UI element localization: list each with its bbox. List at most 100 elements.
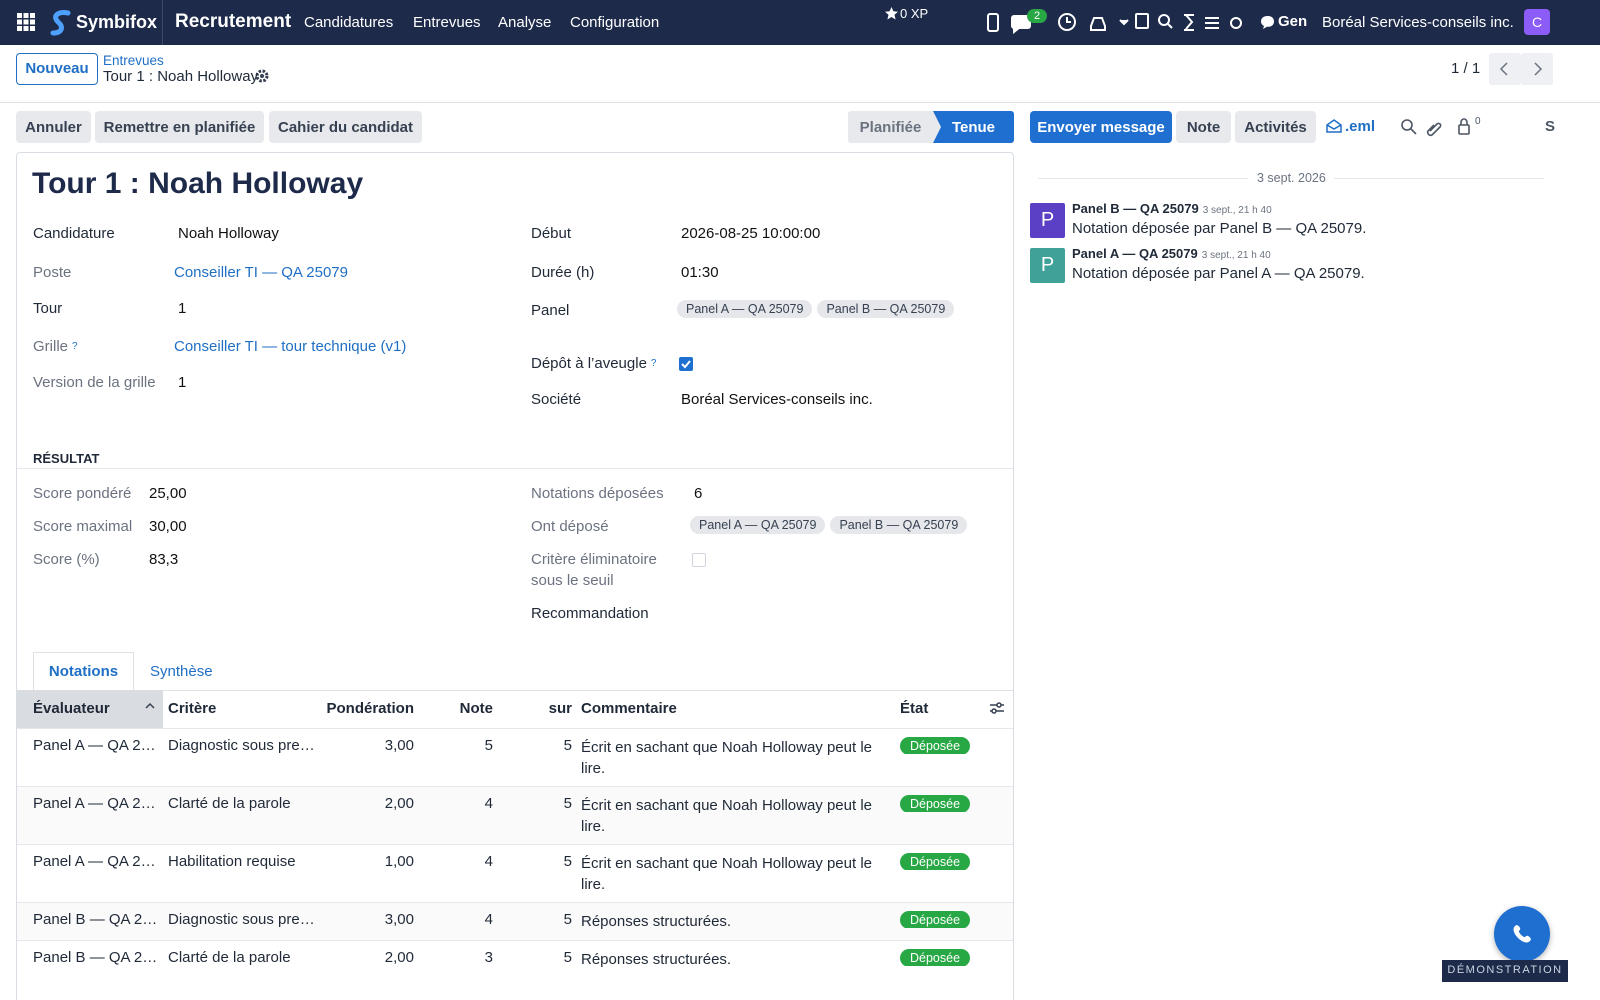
table-cell: 1,00 [384, 853, 414, 870]
table-row[interactable] [17, 786, 1013, 844]
table-cell: 3 [484, 949, 493, 966]
chatter-button[interactable]: Note [1176, 111, 1231, 143]
column-header[interactable]: Évaluateur [33, 700, 110, 717]
checkbox [692, 553, 706, 567]
app-name[interactable]: Recrutement [175, 11, 292, 32]
avatar[interactable]: C [1524, 9, 1550, 35]
menu-item[interactable]: Candidatures [304, 14, 394, 31]
table-row[interactable] [17, 728, 1013, 786]
table-row[interactable] [17, 940, 1013, 978]
navbar: Symbifox Recrutement Candidatures Entrevues… [0, 0, 1600, 45]
mail-icon [1326, 119, 1342, 133]
tab[interactable]: Synthèse [150, 663, 213, 680]
action-button[interactable]: Annuler [16, 111, 91, 143]
tab-line [17, 690, 1013, 691]
table-cell: 5 [563, 853, 572, 870]
table-cell: Panel B — QA 25079 [33, 949, 163, 966]
apps-icon[interactable] [17, 13, 35, 31]
column-header[interactable]: sur [548, 700, 572, 717]
field-value: 83,3 [149, 551, 179, 568]
chatter-button[interactable]: Envoyer message [1030, 111, 1172, 143]
column-settings[interactable] [989, 701, 1005, 720]
field-label: Tour [33, 298, 173, 319]
field-label-text: Poste [33, 264, 72, 281]
new-button[interactable]: Nouveau [16, 53, 98, 85]
tag: Panel B — QA 25079 [830, 516, 968, 534]
field-value[interactable]: Conseiller TI — QA 25079 [174, 264, 348, 281]
menu-item[interactable]: Entrevues [413, 14, 481, 31]
message-author: Panel B — QA 25079 [1072, 201, 1199, 216]
field-label: Candidature [33, 223, 173, 244]
message-time: 3 sept., 21 h 40 [1202, 205, 1272, 216]
action-button[interactable]: Remettre en planifiée [95, 111, 264, 143]
company[interactable]: Boréal Services-conseils inc. [1322, 14, 1514, 31]
tag-list: Panel A — QA 25079 Panel B — QA 25079 [677, 300, 959, 318]
status-cell: Déposée [900, 911, 971, 928]
chatter-button[interactable]: Activités [1235, 111, 1316, 143]
action-button[interactable]: Cahier du candidat [269, 111, 422, 143]
field-label: Score maximal [33, 516, 173, 537]
field-label: Durée (h) [531, 262, 671, 283]
field-value: 1 [178, 374, 187, 391]
table-cell: 5 [484, 737, 493, 754]
status-badge: Déposée [900, 853, 971, 870]
status-badge: Déposée [900, 949, 971, 966]
message-body: Notation déposée par Panel B — QA 25079. [1072, 220, 1367, 237]
table-row[interactable] [17, 844, 1013, 902]
field-label: Version de la grille [33, 372, 173, 393]
chat-badge: 2 [1027, 9, 1048, 23]
menu-item[interactable]: Analyse [498, 14, 552, 31]
breadcrumb[interactable]: Entrevues [103, 53, 164, 68]
field-label: Notations déposées [531, 483, 671, 504]
table-cell: Diagnostic sous pression [168, 737, 316, 754]
status-cell: Déposée [900, 853, 971, 870]
field-value: 1 [178, 300, 187, 317]
column-header[interactable]: État [900, 700, 929, 717]
field-value: 30,00 [149, 518, 187, 535]
column-header[interactable]: Note [459, 700, 493, 717]
field-value: 6 [694, 485, 703, 502]
systray-icons[interactable] [985, 12, 1255, 34]
gen[interactable]: Gen [1278, 13, 1308, 30]
chatter-icons[interactable] [1400, 117, 1490, 137]
help-icon[interactable]: ? [650, 358, 657, 369]
pager-next[interactable] [1521, 53, 1553, 85]
column-header[interactable]: Critère [168, 700, 217, 717]
pager-prev[interactable] [1489, 53, 1521, 85]
field-value[interactable]: Conseiller TI — tour technique (v1) [174, 338, 407, 355]
column-header[interactable]: Pondération [326, 700, 414, 717]
field-label-text: Notations déposées [531, 485, 664, 502]
table-cell: 5 [563, 911, 572, 928]
table-row[interactable] [17, 902, 1013, 940]
table-cell: Écrit en sachant que Noah Holloway peut … [581, 739, 873, 777]
table-cell: Panel A — QA 25079 [33, 795, 163, 812]
field-label-text: Recommandation [531, 605, 649, 622]
field-label-text: Société [531, 391, 582, 408]
column-header[interactable]: Commentaire [581, 700, 677, 717]
status-cell: Déposée [900, 949, 971, 966]
stage-active[interactable]: Tenue [933, 111, 1014, 143]
divider [162, 0, 163, 45]
field-label: Recommandation [531, 603, 671, 624]
star-icon [885, 7, 898, 20]
call-button[interactable] [1494, 906, 1550, 962]
stage[interactable]: Planifiée [848, 111, 941, 143]
field-label: Dépôt à l’aveugle? [531, 353, 671, 374]
field-label: Poste [33, 262, 173, 283]
status-badge: Déposée [900, 795, 971, 812]
status-cell: Déposée [900, 795, 971, 812]
field-value: 2026-08-25 10:00:00 [681, 225, 821, 242]
gear-icon[interactable] [255, 69, 269, 83]
gen-icon [1261, 16, 1274, 29]
help-icon[interactable]: ? [72, 341, 78, 352]
section-line [17, 468, 1013, 469]
field-value: Noah Holloway [178, 225, 279, 242]
field-label-text: Candidature [33, 225, 115, 242]
eml-link[interactable]: .eml [1345, 118, 1376, 135]
menu-item[interactable]: Configuration [570, 14, 660, 31]
table-cell: Panel B — QA 25079 [33, 911, 163, 928]
message-avatar: P [1030, 248, 1065, 283]
field-label-text: Dépôt à l’aveugle [531, 355, 647, 372]
tab-active[interactable]: Notations [33, 652, 134, 691]
field-value: 01:30 [681, 264, 719, 281]
